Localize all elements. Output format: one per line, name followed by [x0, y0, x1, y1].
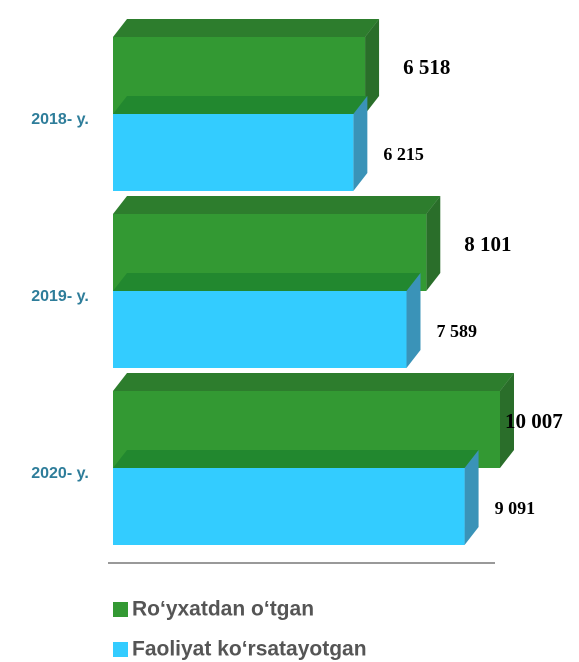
bar-side-face	[426, 196, 441, 291]
value-label: 8 101	[464, 232, 511, 256]
legend-swatch	[113, 642, 128, 657]
category-label: 2019- y.	[31, 288, 89, 305]
bar	[113, 291, 407, 368]
category-label: 2018- y.	[31, 111, 89, 128]
bar-top-face	[113, 373, 514, 391]
bar-top-face	[113, 273, 421, 291]
bar-top-face	[113, 450, 479, 468]
bar	[113, 114, 354, 191]
bar-side-face	[353, 96, 368, 191]
bar-side-face	[500, 373, 514, 468]
value-label: 6 215	[383, 144, 424, 164]
legend-swatch	[113, 602, 128, 617]
value-label: 10 007	[505, 409, 563, 433]
bar-top-face	[113, 96, 368, 114]
bar-side-face	[464, 450, 479, 545]
bar-top-face	[113, 196, 441, 214]
category-label: 2020- y.	[31, 465, 89, 482]
legend-label: Faoliyat ko‘rsatayotgan	[132, 638, 367, 661]
bar-side-face	[406, 273, 421, 368]
value-label: 9 091	[495, 498, 535, 518]
legend-label: Ro‘yxatdan o‘tgan	[132, 598, 314, 621]
value-label: 7 589	[436, 321, 477, 341]
bar-top-face	[113, 19, 380, 37]
bar	[113, 468, 465, 545]
bar-side-face	[365, 19, 380, 114]
value-label: 6 518	[403, 55, 450, 79]
